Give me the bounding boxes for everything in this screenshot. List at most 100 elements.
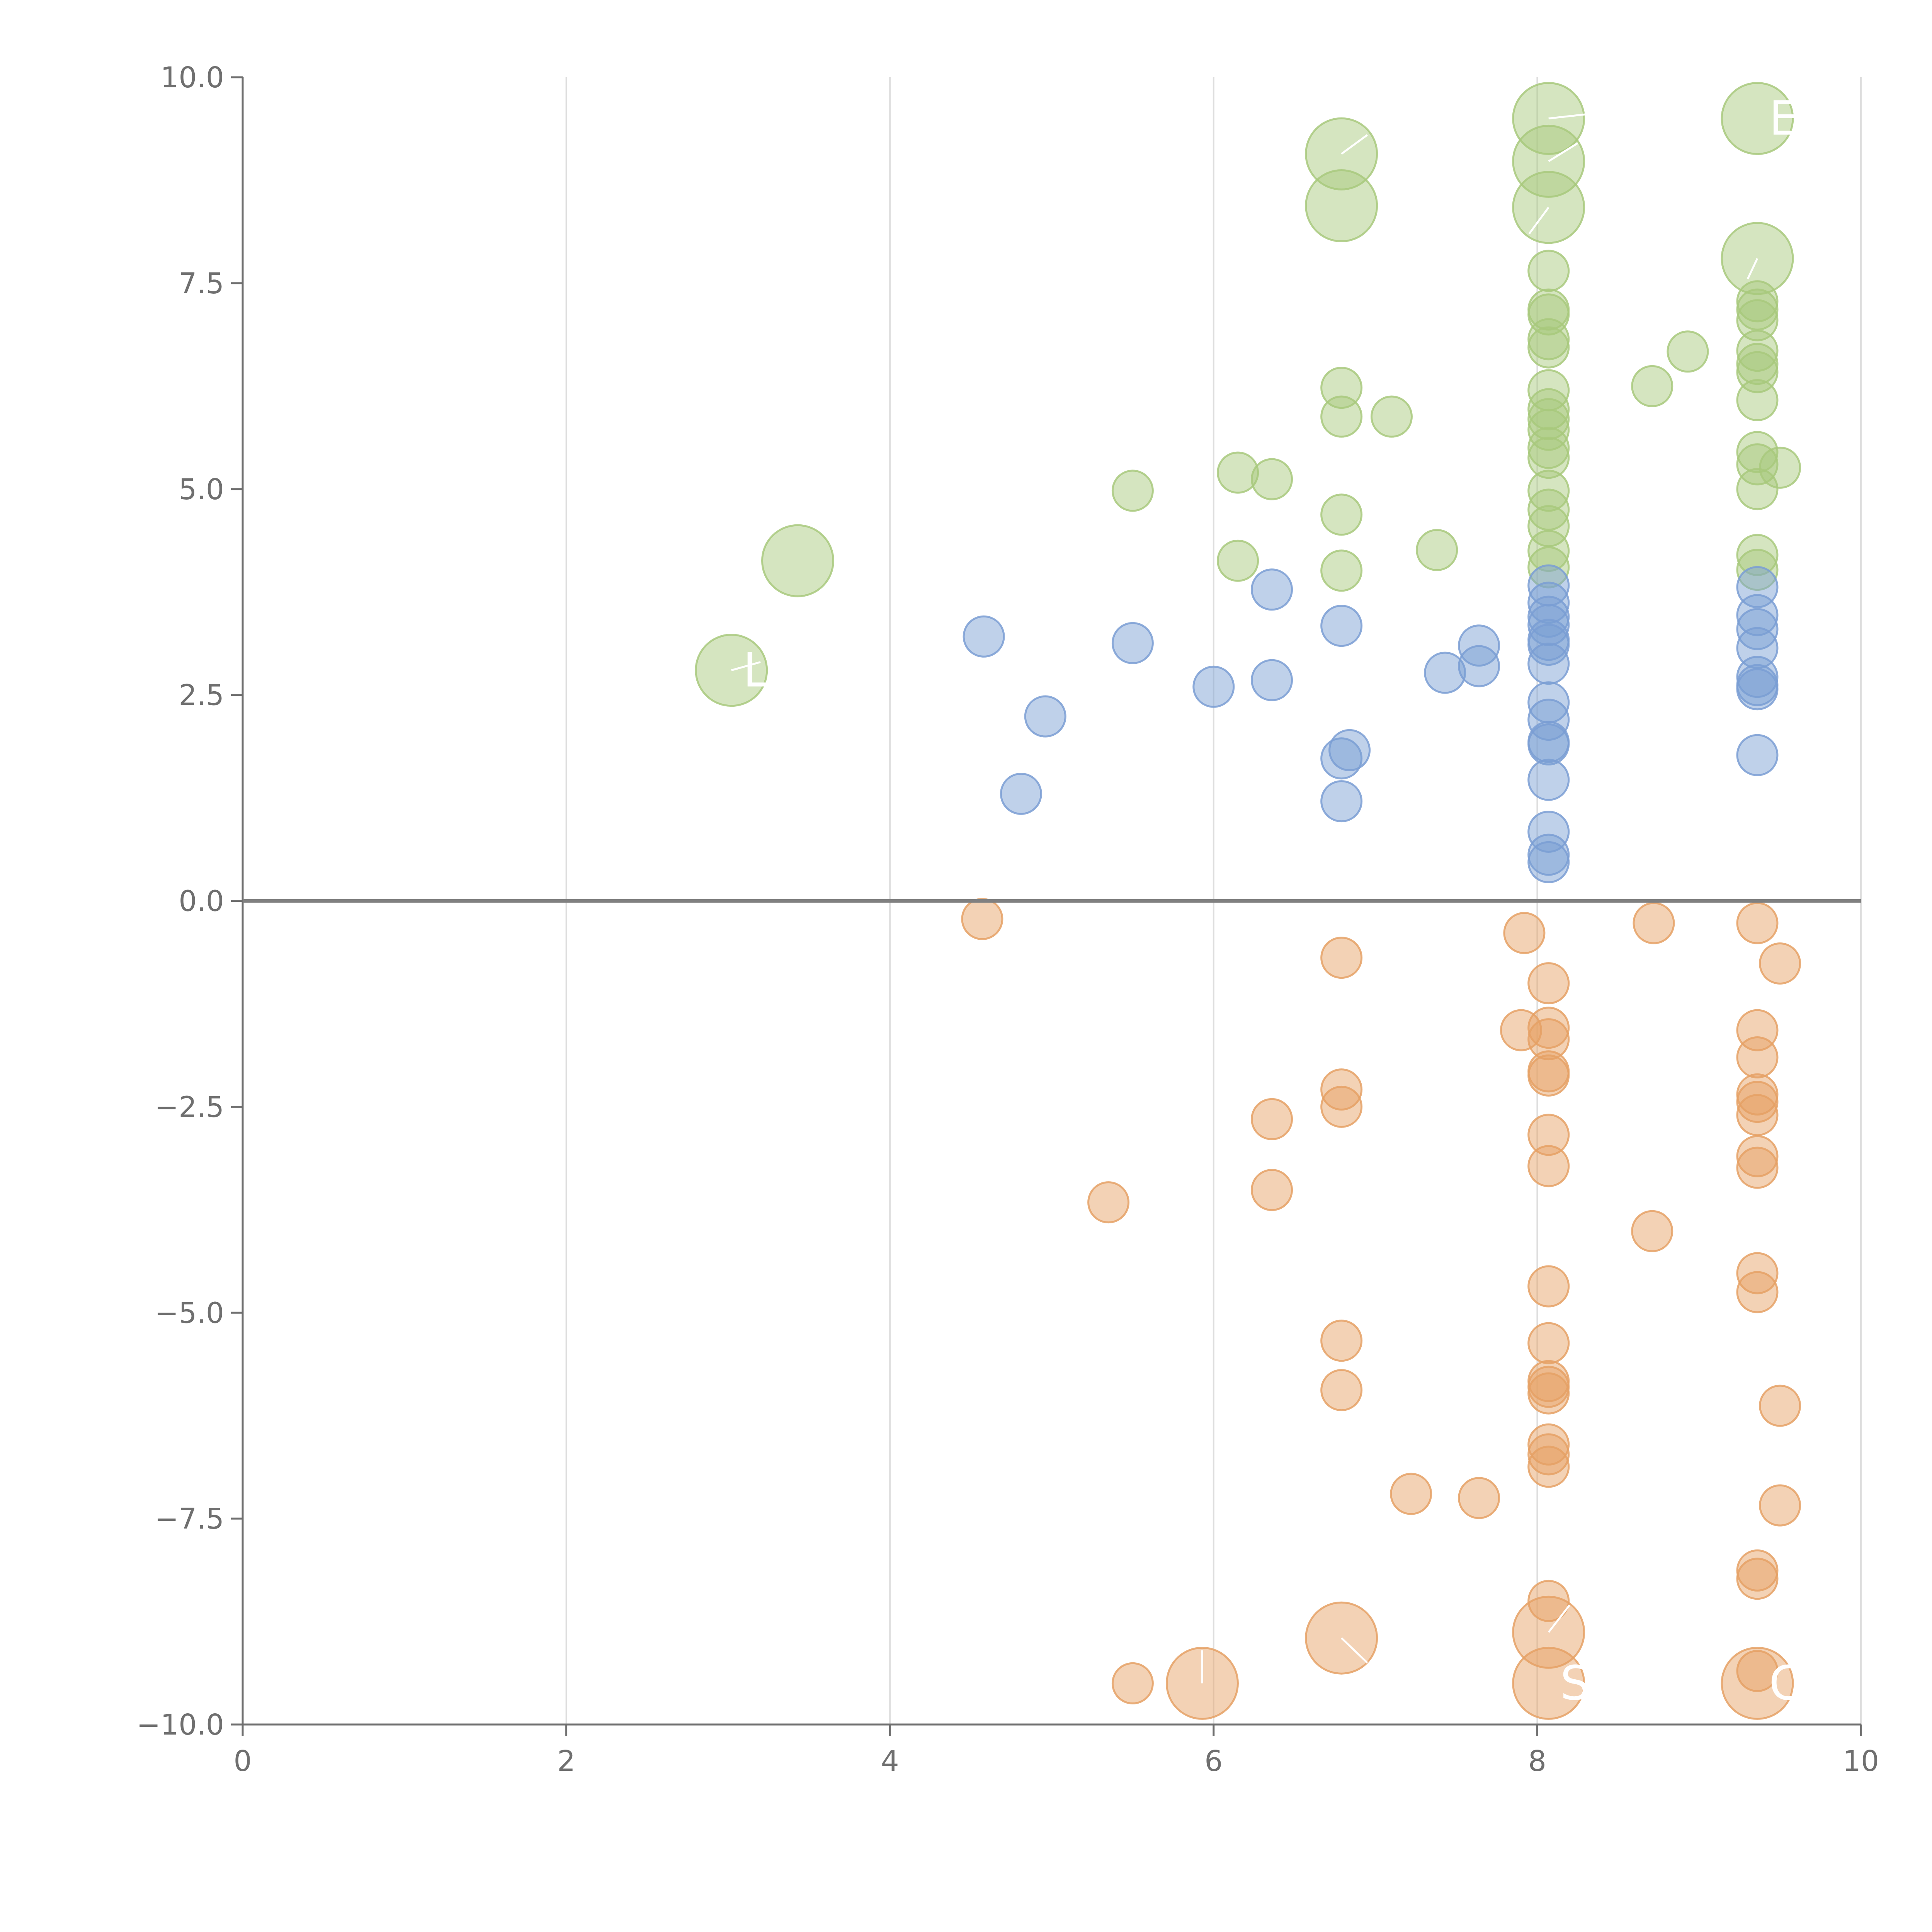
data-point xyxy=(1458,645,1500,687)
y-tick-label: 5.0 xyxy=(179,473,224,506)
data-point xyxy=(1527,293,1570,336)
point-label: EN xyxy=(1769,91,1834,146)
data-point xyxy=(1251,1169,1293,1211)
data-point xyxy=(1251,458,1293,500)
data-point xyxy=(1527,841,1570,883)
data-point xyxy=(1527,643,1570,685)
data-point xyxy=(1736,1081,1779,1123)
label-leader-line xyxy=(1528,207,1549,235)
data-point xyxy=(1736,627,1779,669)
data-point xyxy=(1527,546,1570,588)
data-point xyxy=(1527,723,1570,766)
data-point xyxy=(1736,1558,1779,1600)
label-leader-line xyxy=(1548,1604,1571,1633)
data-point xyxy=(1320,549,1363,592)
data-point xyxy=(1111,469,1154,512)
data-point xyxy=(1759,1384,1801,1427)
data-point xyxy=(1527,699,1570,741)
data-point xyxy=(1759,446,1801,489)
data-point xyxy=(1527,582,1570,624)
data-point xyxy=(1721,82,1794,155)
point-label: CHI xyxy=(1769,1656,1851,1711)
data-point xyxy=(1736,1094,1779,1136)
series-positive xyxy=(695,82,1801,707)
data-point xyxy=(1251,1098,1293,1140)
data-point xyxy=(1721,1646,1794,1720)
data-point xyxy=(1217,539,1259,582)
x-tick-label: 10 xyxy=(1843,1745,1879,1778)
data-point xyxy=(1527,624,1570,666)
data-point xyxy=(1527,1265,1570,1308)
annotations: L EN S CHI xyxy=(731,91,1851,1711)
data-point xyxy=(1527,1018,1570,1061)
data-point xyxy=(1512,1646,1585,1720)
data-point xyxy=(1527,326,1570,369)
data-point xyxy=(1251,568,1293,611)
y-tick-label: −5.0 xyxy=(155,1296,224,1330)
data-point xyxy=(1370,395,1413,438)
data-point xyxy=(1736,443,1779,486)
data-point xyxy=(963,615,1005,658)
y-tick-label: 2.5 xyxy=(179,679,224,712)
data-point xyxy=(1633,902,1675,944)
y-tick-label: −2.5 xyxy=(155,1090,224,1124)
data-point xyxy=(1527,1054,1570,1097)
series-middle xyxy=(963,564,1779,883)
data-point xyxy=(1111,622,1154,664)
data-point xyxy=(1527,1145,1570,1187)
series-negative xyxy=(961,898,1801,1720)
axes xyxy=(242,77,1861,1726)
data-point xyxy=(1527,810,1570,853)
x-tick-label: 8 xyxy=(1528,1745,1546,1778)
data-point xyxy=(1320,1068,1363,1111)
data-point xyxy=(1736,431,1779,473)
x-tick-label: 4 xyxy=(881,1745,899,1778)
data-point xyxy=(1527,1423,1570,1466)
data-point xyxy=(761,524,834,597)
data-point xyxy=(1320,780,1363,823)
data-point xyxy=(1390,1473,1432,1515)
data-point xyxy=(1527,505,1570,548)
data-point xyxy=(961,898,1003,940)
data-point xyxy=(1736,594,1779,636)
data-point xyxy=(1527,1372,1570,1415)
data-point xyxy=(1424,651,1466,694)
data-point xyxy=(1320,737,1363,780)
data-point xyxy=(1500,1009,1543,1051)
data-point xyxy=(1736,330,1779,372)
data-point xyxy=(1111,1662,1154,1704)
data-point xyxy=(1320,1369,1363,1412)
data-point xyxy=(1527,469,1570,512)
data-point xyxy=(1251,659,1293,701)
point-label: L xyxy=(743,643,769,698)
x-tick-label: 0 xyxy=(233,1745,252,1778)
data-point xyxy=(1736,1036,1779,1078)
y-tick-label: −7.5 xyxy=(155,1502,224,1536)
data-point xyxy=(1320,605,1363,647)
label-leader-line xyxy=(731,661,761,672)
data-point xyxy=(1736,299,1779,342)
data-point xyxy=(1527,427,1570,469)
data-point xyxy=(1736,1135,1779,1177)
point-label: S xyxy=(1560,1656,1590,1711)
data-point xyxy=(1458,1477,1500,1519)
data-point xyxy=(1527,1322,1570,1364)
data-point xyxy=(1736,668,1779,711)
data-point xyxy=(1736,1252,1779,1294)
data-point xyxy=(1736,468,1779,510)
data-point xyxy=(1527,1007,1570,1049)
data-point xyxy=(1320,367,1363,409)
data-point xyxy=(1527,488,1570,531)
label-leader-line xyxy=(1747,258,1759,280)
data-point xyxy=(1328,729,1371,771)
data-point xyxy=(1527,1114,1570,1156)
data-point xyxy=(1736,1650,1779,1692)
data-point xyxy=(1087,1181,1130,1224)
data-point xyxy=(1527,759,1570,801)
label-leader-line xyxy=(1340,1637,1368,1663)
data-point xyxy=(1527,962,1570,1005)
x-tick-label: 6 xyxy=(1204,1745,1223,1778)
label-leader-line xyxy=(1548,142,1578,162)
y-tick-label: −10.0 xyxy=(136,1708,224,1742)
